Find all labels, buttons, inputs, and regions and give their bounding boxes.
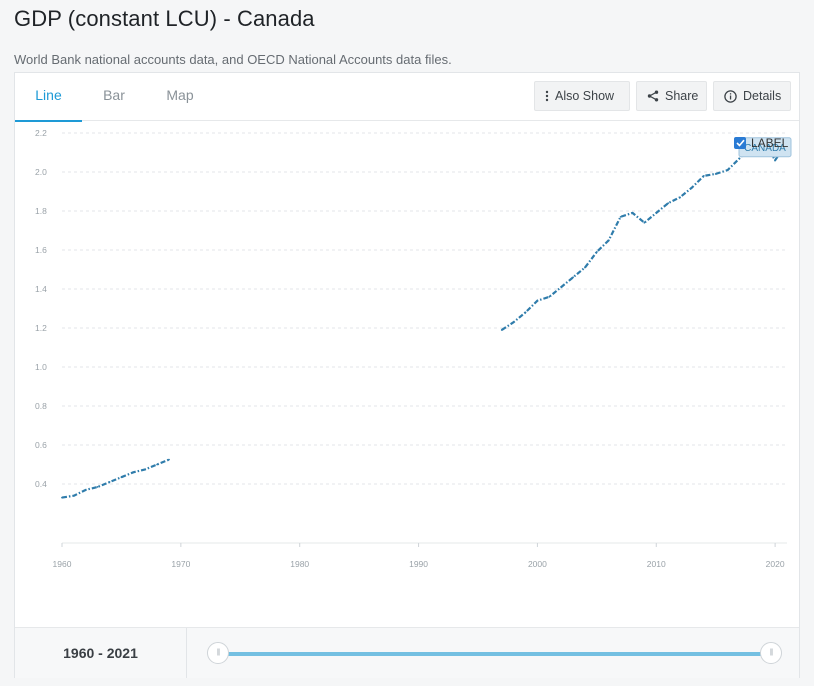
x-tick-label: 2000: [528, 559, 547, 569]
source-note: World Bank national accounts data, and O…: [14, 52, 452, 67]
data-point: [774, 159, 777, 162]
view-tabs: Line Bar Map Also Show Share Details: [15, 73, 799, 122]
y-tick-label: 1.6: [35, 245, 47, 255]
label-toggle-text: LABEL: [751, 136, 789, 150]
data-point: [72, 494, 75, 497]
data-point: [572, 276, 574, 279]
data-point: [667, 202, 670, 205]
data-point: [619, 215, 622, 218]
data-point: [560, 286, 563, 288]
data-point: [702, 175, 705, 177]
y-tick-label: 1.0: [35, 362, 47, 372]
y-tick-label: 2.0: [35, 167, 47, 177]
details-button[interactable]: Details: [713, 81, 791, 111]
data-point: [61, 496, 63, 499]
y-tick-label: 0.8: [35, 401, 47, 411]
x-tick-label: 1970: [171, 559, 190, 569]
line-chart: 0.4 0.6 0.8 1.0 1.2 1.4 1.6 1.8 2.0 2.2 1960 1970 19…: [35, 128, 792, 569]
data-point: [108, 481, 111, 483]
y-tick-label: 2.2: [35, 128, 47, 138]
data-point: [120, 476, 123, 479]
end-label-text: CANADA: [744, 143, 786, 154]
range-start-handle[interactable]: |||: [207, 642, 229, 664]
data-point: [726, 169, 729, 171]
y-tick-label: 1.2: [35, 323, 47, 333]
x-tick-label: 1980: [290, 559, 309, 569]
data-point: [524, 311, 527, 314]
data-point: [536, 299, 539, 302]
page-title: GDP (constant LCU) - Canada: [14, 6, 315, 31]
share-icon: [647, 90, 659, 102]
x-tick-label: 1990: [409, 559, 428, 569]
tab-map[interactable]: Map: [166, 87, 194, 103]
data-point: [679, 196, 681, 199]
share-label: Share: [665, 89, 699, 103]
y-tick-label: 0.6: [35, 440, 47, 450]
y-tick-label: 0.4: [35, 479, 47, 489]
details-label: Details: [743, 89, 782, 103]
data-point: [84, 488, 87, 491]
tab-bar[interactable]: Bar: [103, 87, 125, 103]
year-range-label: 1960 - 2021: [15, 628, 187, 678]
y-tick-label: 1.8: [35, 206, 47, 216]
also-show-button[interactable]: Also Show: [534, 81, 630, 111]
data-point: [714, 173, 717, 175]
year-range-slider[interactable]: [219, 652, 771, 656]
data-point: [738, 157, 741, 160]
data-point: [691, 186, 693, 189]
data-point: [500, 329, 503, 331]
label-checkbox[interactable]: [734, 137, 746, 149]
data-point: [512, 321, 515, 324]
x-tick-label: 2020: [766, 559, 785, 569]
x-tick-label: 2010: [647, 559, 666, 569]
range-end-handle[interactable]: |||: [760, 642, 782, 664]
chart-card: Line Bar Map Also Show Share Details 0.4…: [14, 72, 800, 678]
data-point: [655, 212, 658, 214]
data-point: [607, 239, 610, 242]
tab-line[interactable]: Line: [15, 73, 82, 122]
data-point: [168, 458, 170, 461]
info-icon: [724, 89, 737, 103]
series-line-canada: [61, 458, 170, 499]
data-point: [631, 212, 634, 214]
data-point: [595, 251, 598, 253]
x-tick-label: 1960: [53, 559, 72, 569]
data-point: [144, 468, 147, 471]
range-footer: 1960 - 2021 ||| |||: [15, 627, 799, 678]
label-toggle[interactable]: LABEL: [734, 135, 788, 151]
data-point: [156, 463, 158, 466]
more-vertical-icon: [545, 90, 549, 102]
also-show-label: Also Show: [555, 89, 615, 103]
share-button[interactable]: Share: [636, 81, 707, 111]
data-point: [548, 295, 551, 298]
y-tick-label: 1.4: [35, 284, 47, 294]
data-point: [584, 266, 586, 269]
data-point: [96, 486, 99, 488]
data-point: [643, 221, 646, 224]
data-point: [132, 471, 135, 474]
series-line-canada: [501, 137, 788, 331]
